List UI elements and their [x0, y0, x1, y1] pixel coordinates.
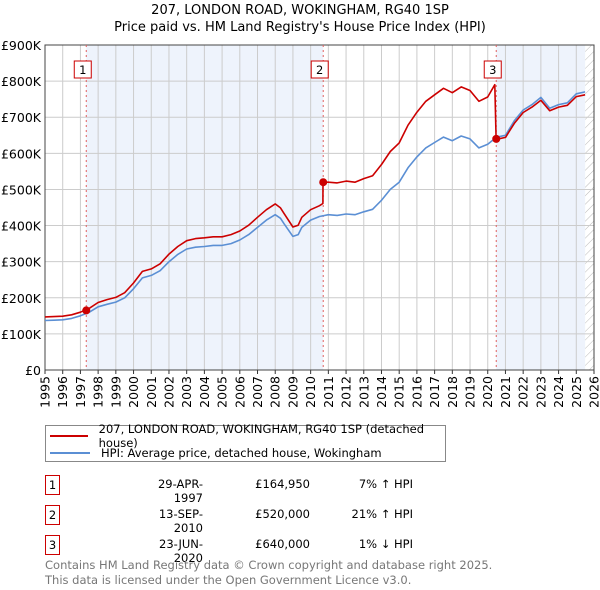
sale-label-box: [73, 60, 92, 79]
sale-label-number: 3: [489, 63, 496, 77]
sale-number-badge: 3: [45, 535, 60, 555]
sale-price: £640,000: [255, 537, 310, 551]
y-tick-label: £300K: [1, 255, 42, 270]
y-tick-label: £800K: [1, 74, 42, 89]
x-tick-label: 2001: [144, 376, 159, 408]
sale-point: [319, 178, 328, 187]
legend-item-price: 207, LONDON ROAD, WOKINGHAM, RG40 1SP (d…: [50, 422, 445, 450]
x-tick-label: 1999: [108, 376, 123, 408]
x-tick-label: 2020: [480, 376, 495, 408]
plot-area: 1995 1996 1997 1998 1999 2000 2001 2002 2003 2004…: [1, 38, 600, 408]
y-tick-label: £0: [25, 363, 41, 378]
sale-point: [82, 306, 91, 315]
x-tick-label: 2007: [250, 376, 265, 408]
x-tick-label: 2019: [463, 376, 478, 408]
sale-number-badge: 1: [45, 475, 60, 495]
table-row: 1 29-APR-1997 £164,950 7% ↑ HPI: [45, 475, 465, 505]
x-tick-label: 1996: [55, 376, 70, 408]
legend-label: HPI: Average price, detached house, Woki…: [101, 446, 382, 460]
x-tick-label: 2011: [321, 376, 336, 408]
sale-date: 23-JUN-2020: [159, 537, 203, 565]
sale-hpi-diff: 1% ↓ HPI: [358, 537, 413, 551]
y-tick-label: £100K: [1, 327, 42, 342]
chart-title: 207, LONDON ROAD, WOKINGHAM, RG40 1SP: [151, 3, 449, 18]
x-tick-label: 2016: [409, 376, 424, 408]
x-tick-label: 2004: [197, 376, 212, 408]
x-tick-label: 2024: [551, 376, 566, 408]
x-tick-label: 2005: [215, 376, 230, 408]
sale-hpi-diff: 21% ↑ HPI: [351, 507, 413, 521]
footer-copyright: Contains HM Land Registry data © Crown c…: [45, 558, 493, 572]
x-tick-label: 2003: [179, 376, 194, 408]
x-tick-label: 2025: [569, 376, 584, 408]
x-tick-label: 2002: [161, 376, 176, 408]
x-tick-label: 2010: [303, 376, 318, 408]
sale-price: £520,000: [255, 507, 310, 521]
legend-item-hpi: HPI: Average price, detached house, Woki…: [50, 445, 382, 461]
legend: 207, LONDON ROAD, WOKINGHAM, RG40 1SP (d…: [45, 422, 446, 462]
x-tick-label: 2000: [126, 376, 141, 408]
sale-label-box: [310, 60, 329, 79]
y-tick-label: £200K: [1, 291, 42, 306]
sale-price: £164,950: [255, 477, 310, 491]
hpi-line: [44, 91, 586, 322]
x-tick-label: 2022: [516, 376, 531, 408]
x-tick-label: 1995: [38, 376, 53, 408]
future-hatch: [585, 45, 594, 370]
legend-swatch-blue: [50, 452, 90, 454]
table-row: 2 13-SEP-2010 £520,000 21% ↑ HPI: [45, 505, 465, 535]
x-tick-label: 1998: [91, 376, 106, 408]
sale-date: 29-APR-1997: [157, 477, 203, 505]
y-tick-label: £500K: [1, 182, 42, 197]
sale-hpi-diff: 7% ↑ HPI: [358, 477, 413, 491]
sale-label-number: 2: [316, 63, 323, 77]
y-tick-label: £600K: [1, 146, 42, 161]
x-tick-label: 2008: [268, 376, 283, 408]
price-paid-line: [44, 83, 586, 318]
y-tick-label: £900K: [1, 38, 42, 53]
x-tick-label: 2013: [356, 376, 371, 408]
x-tick-label: 2021: [498, 376, 513, 408]
x-tick-label: 2012: [339, 376, 354, 408]
sale-label-box: [483, 60, 502, 79]
x-tick-label: 2018: [445, 376, 460, 408]
x-tick-label: 2006: [232, 376, 247, 408]
y-tick-label: £400K: [1, 219, 42, 234]
sale-number-badge: 2: [45, 505, 60, 525]
table-row: 3 23-JUN-2020 £640,000 1% ↓ HPI: [45, 535, 465, 565]
footer-licence: This data is licensed under the Open Gov…: [45, 573, 412, 587]
legend-swatch-red: [50, 435, 88, 437]
chart-subtitle: Price paid vs. HM Land Registry's House …: [114, 20, 486, 35]
x-tick-label: 1997: [73, 376, 88, 408]
x-tick-label: 2023: [533, 376, 548, 408]
sale-date: 13-SEP-2010: [158, 507, 203, 535]
x-tick-label: 2017: [427, 376, 442, 408]
x-tick-label: 2015: [392, 376, 407, 408]
x-tick-label: 2026: [587, 376, 600, 408]
sale-label-number: 1: [79, 63, 86, 77]
sale-point: [492, 134, 501, 143]
x-tick-label: 2014: [374, 376, 389, 408]
x-tick-label: 2009: [285, 376, 300, 408]
plot-border: [44, 44, 595, 371]
y-tick-label: £700K: [1, 110, 42, 125]
legend-label: 207, LONDON ROAD, WOKINGHAM, RG40 1SP (d…: [98, 422, 424, 450]
